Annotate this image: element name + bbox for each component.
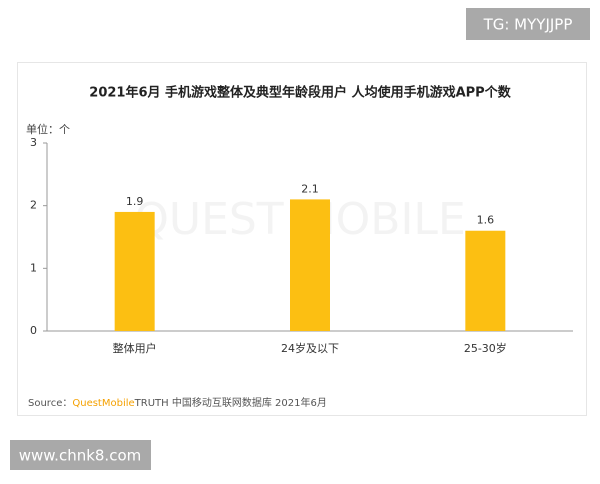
badge-text: www.chnk8.com (19, 447, 142, 465)
badge-bg (466, 8, 590, 40)
y-tick-label: 0 (30, 324, 37, 337)
source-brand: QuestMobile (72, 398, 134, 409)
y-tick-label: 2 (30, 199, 37, 212)
value-label: 1.6 (477, 214, 495, 227)
source-label: Source： (28, 398, 72, 409)
chart-title: 2021年6月 手机游戏整体及典型年龄段用户 人均使用手机游戏APP个数 (89, 85, 511, 101)
bar (114, 211, 155, 331)
value-label: 1.9 (126, 195, 144, 208)
value-label: 2.1 (301, 182, 319, 195)
unit-label: 单位：个 (26, 122, 70, 136)
y-tick-label: 3 (30, 136, 37, 149)
x-tick-label: 整体用户 (113, 341, 157, 355)
source: Source：QuestMobileTRUTH 中国移动互联网数据库 2021年… (28, 396, 327, 409)
x-tick-label: 24岁及以下 (281, 341, 339, 355)
y-tick-label: 1 (30, 261, 37, 274)
bar (465, 230, 506, 331)
bar (290, 199, 330, 331)
x-tick-label: 25-30岁 (464, 341, 507, 355)
badge-text: TG: MYYJJPP (483, 16, 573, 34)
source-text: TRUTH 中国移动互联网数据库 2021年6月 (134, 396, 327, 409)
badge-bg (10, 440, 151, 470)
